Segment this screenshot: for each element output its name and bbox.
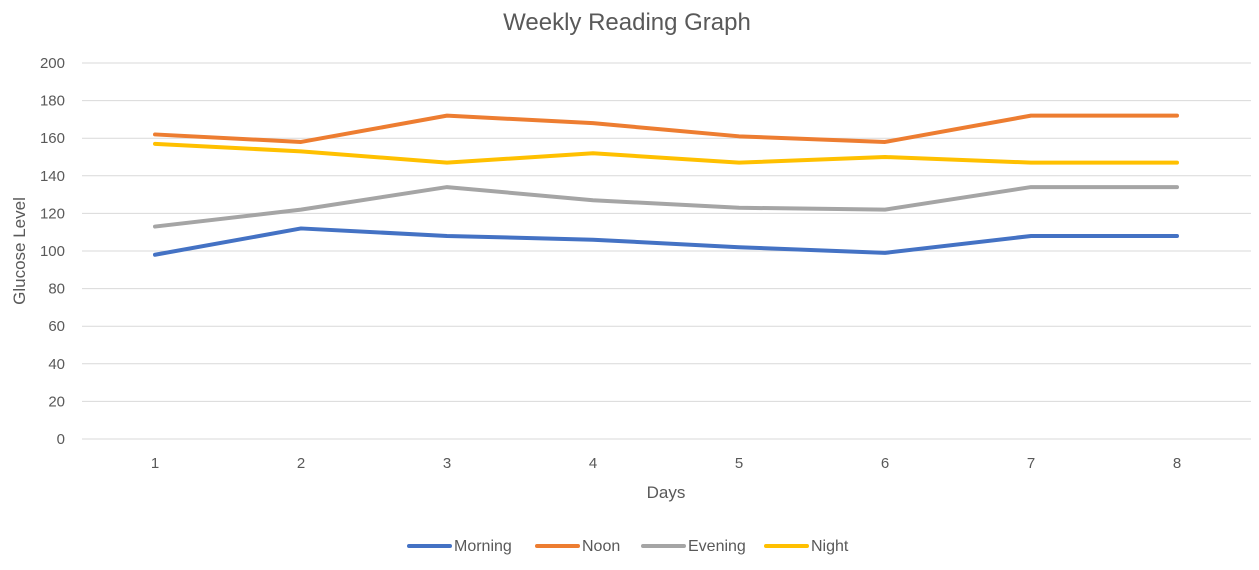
y-tick-label: 180 — [40, 93, 65, 110]
series-line-noon — [153, 113, 1179, 144]
gridlines — [82, 62, 1251, 440]
x-tick-label: 3 — [443, 455, 451, 472]
legend-label: Evening — [688, 538, 746, 555]
y-tick-label: 100 — [40, 243, 65, 260]
legend: Morning Noon Evening Night — [407, 538, 849, 555]
y-tick-label: 200 — [40, 55, 65, 72]
series-line-night — [153, 141, 1179, 165]
chart-title: Weekly Reading Graph — [503, 9, 751, 36]
legend-label: Noon — [582, 538, 620, 555]
legend-label: Morning — [454, 538, 512, 555]
x-tick-label: 2 — [297, 455, 305, 472]
y-tick-label: 160 — [40, 130, 65, 147]
x-tick-label: 4 — [589, 455, 597, 472]
series-line-evening — [153, 185, 1179, 229]
y-tick-label: 120 — [40, 205, 65, 222]
series-lines — [153, 113, 1179, 257]
y-tick-label: 0 — [57, 431, 65, 448]
y-tick-label: 80 — [48, 281, 65, 298]
x-tick-label: 7 — [1027, 455, 1035, 472]
series-line-morning — [153, 226, 1179, 257]
x-tick-label: 5 — [735, 455, 743, 472]
y-tick-label: 40 — [48, 356, 65, 373]
y-axis-title: Glucose Level — [10, 197, 29, 305]
x-axis-ticks: 1 2 3 4 5 6 7 8 — [151, 455, 1181, 472]
y-tick-label: 60 — [48, 318, 65, 335]
x-tick-label: 8 — [1173, 455, 1181, 472]
y-tick-label: 140 — [40, 168, 65, 185]
y-axis-ticks: 0 20 40 60 80 100 120 140 160 180 200 — [40, 55, 65, 448]
legend-label: Night — [811, 538, 849, 555]
x-tick-label: 1 — [151, 455, 159, 472]
x-tick-label: 6 — [881, 455, 889, 472]
x-axis-title: Days — [647, 483, 686, 502]
y-tick-label: 20 — [48, 393, 65, 410]
